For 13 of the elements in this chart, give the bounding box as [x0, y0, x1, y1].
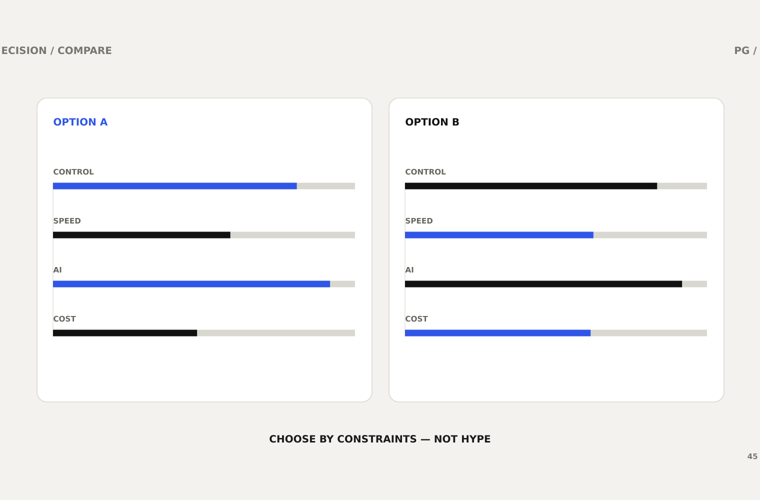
bar [53, 182, 297, 190]
bar [405, 182, 658, 190]
bar [405, 280, 682, 288]
text: ECISION / COMPARE [2, 46, 112, 55]
bar [405, 232, 594, 238]
text: PG / [735, 46, 757, 55]
text: CHOOSE BY CONSTRAINTS — NOT HYPE [270, 435, 490, 443]
bar [53, 232, 230, 238]
bar [53, 280, 330, 288]
chart-title: OPTION B [406, 118, 459, 126]
bar [405, 330, 591, 336]
chart-title: OPTION A [54, 118, 108, 126]
bar [53, 330, 198, 336]
